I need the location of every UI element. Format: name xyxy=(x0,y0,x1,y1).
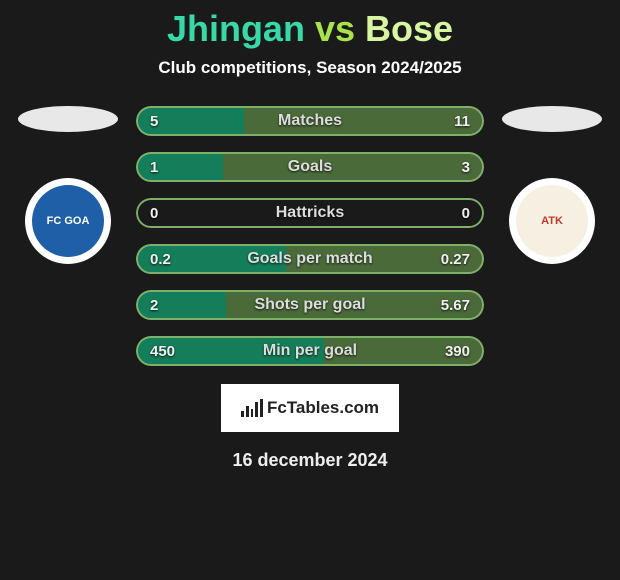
player1-name: Jhingan xyxy=(167,8,305,49)
branding-badge: FcTables.com xyxy=(221,384,399,432)
bar-label: Hattricks xyxy=(136,198,484,228)
right-club-text: ATK xyxy=(541,215,563,227)
left-flag-icon xyxy=(18,106,118,132)
root: Jhingan vs Bose Club competitions, Seaso… xyxy=(0,0,620,471)
bar-label: Goals xyxy=(136,152,484,182)
right-club-badge-icon: ATK xyxy=(509,178,595,264)
bar-label: Min per goal xyxy=(136,336,484,366)
vs-text: vs xyxy=(315,8,355,49)
stat-bar: 00Hattricks xyxy=(136,198,484,228)
player2-name: Bose xyxy=(365,8,453,49)
branding-text: FcTables.com xyxy=(267,398,379,418)
stat-bar: 25.67Shots per goal xyxy=(136,290,484,320)
bar-label: Shots per goal xyxy=(136,290,484,320)
right-side: ATK xyxy=(492,106,612,264)
left-club-badge-icon: FC GOA xyxy=(25,178,111,264)
main-row: FC GOA 511Matches 13Goals 00Hattricks 0.20.… xyxy=(0,106,620,366)
right-flag-icon xyxy=(502,106,602,132)
stats-bars: 511Matches 13Goals 00Hattricks 0.20.27Goals… xyxy=(136,106,484,366)
comparison-title: Jhingan vs Bose xyxy=(0,8,620,50)
stat-bar: 511Matches xyxy=(136,106,484,136)
subtitle: Club competitions, Season 2024/2025 xyxy=(0,58,620,78)
bar-label: Matches xyxy=(136,106,484,136)
bar-label: Goals per match xyxy=(136,244,484,274)
left-side: FC GOA xyxy=(8,106,128,264)
stat-bar: 0.20.27Goals per match xyxy=(136,244,484,274)
left-club-text: FC GOA xyxy=(47,215,90,227)
bar-chart-icon xyxy=(241,399,263,417)
stat-bar: 450390Min per goal xyxy=(136,336,484,366)
date-text: 16 december 2024 xyxy=(0,450,620,471)
stat-bar: 13Goals xyxy=(136,152,484,182)
